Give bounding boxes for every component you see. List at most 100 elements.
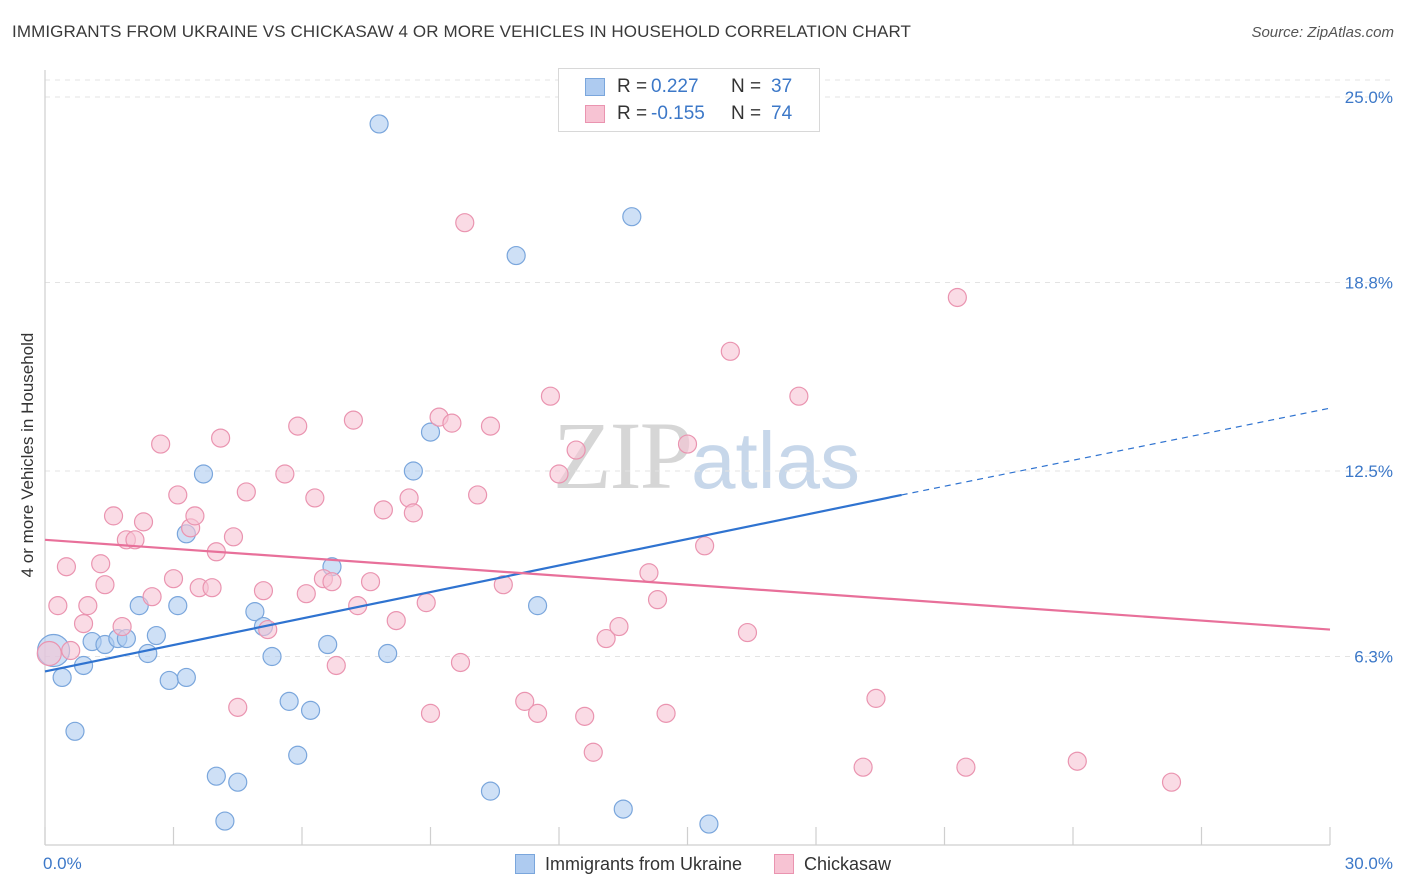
ukraine-point <box>318 634 338 655</box>
chickasaw-point <box>326 655 346 676</box>
chickasaw-point <box>343 410 363 430</box>
chickasaw-point <box>583 742 603 762</box>
chickasaw-point <box>442 413 462 433</box>
chickasaw-point <box>480 416 501 436</box>
chickasaw-point <box>609 616 629 637</box>
chickasaw-point <box>73 613 94 634</box>
chickasaw-point <box>296 584 316 604</box>
chickasaw-point <box>947 287 967 308</box>
chickasaw-point <box>866 688 886 708</box>
ukraine-point <box>206 766 226 786</box>
x-tick-label: 30.0% <box>1345 854 1393 873</box>
chickasaw-point <box>95 575 115 595</box>
ukraine-point <box>403 461 423 481</box>
ukraine-point <box>245 602 265 622</box>
source-credit: Source: ZipAtlas.com <box>1251 24 1394 41</box>
chickasaw-point <box>789 386 809 406</box>
chickasaw-point <box>527 703 548 723</box>
ukraine-point <box>369 114 389 134</box>
legend-r-value: 0.227 <box>651 76 699 97</box>
chickasaw-point <box>202 578 222 598</box>
ukraine-point <box>300 700 321 720</box>
chickasaw-point <box>677 434 698 454</box>
chickasaw-point <box>639 563 659 583</box>
legend-row-ukraine: R = 0.227 N = 37 <box>585 75 792 99</box>
ukraine-point <box>146 625 166 646</box>
series-legend: Immigrants from Ukraine Chickasaw <box>0 852 1406 876</box>
chickasaw-point <box>103 506 124 526</box>
chickasaw-point <box>549 464 569 484</box>
legend-r-label: R = <box>617 76 648 97</box>
chickasaw-point <box>455 213 475 233</box>
chickasaw-point <box>420 703 441 723</box>
watermark-atlas: atlas <box>691 416 860 505</box>
ukraine-point <box>613 799 633 819</box>
ukraine-point <box>527 596 548 616</box>
legend-swatch-ukraine <box>585 78 605 96</box>
chickasaw-point <box>656 703 676 723</box>
ukraine-point <box>65 721 85 741</box>
chickasaw-point <box>386 610 406 631</box>
y-tick-label: 6.3% <box>1354 648 1393 667</box>
chickasaw-point <box>373 500 393 520</box>
ukraine-point <box>176 667 196 688</box>
chickasaw-point <box>493 575 513 595</box>
legend-label-chickasaw: Chickasaw <box>804 853 892 874</box>
chickasaw-point <box>575 706 595 726</box>
ukraine-trend-line <box>44 493 902 673</box>
chickasaw-point <box>142 587 162 607</box>
legend-swatch-chickasaw <box>774 854 794 874</box>
ukraine-point <box>159 670 179 691</box>
chickasaw-point <box>112 616 132 637</box>
ukraine-point <box>699 814 719 834</box>
chickasaw-point <box>56 557 77 577</box>
ukraine-trend-extension <box>901 407 1331 496</box>
legend-n-value: 74 <box>771 103 793 124</box>
ukraine-point <box>228 772 248 792</box>
chickasaw-point <box>168 485 188 505</box>
ukraine-point <box>378 643 398 664</box>
chickasaw-point <box>151 434 171 454</box>
chickasaw-point <box>403 503 423 523</box>
chickasaw-point <box>450 652 471 673</box>
chickasaw-point <box>322 572 342 592</box>
x-tick-label: 0.0% <box>43 854 82 873</box>
chickasaw-point <box>305 488 325 508</box>
chickasaw-point <box>48 596 68 616</box>
chickasaw-point <box>1161 772 1182 792</box>
chickasaw-point <box>133 512 154 532</box>
legend-item-chickasaw[interactable]: Chickasaw <box>774 854 891 875</box>
chickasaw-point <box>91 554 111 574</box>
y-axis-label: 4 or more Vehicles in Household <box>18 332 37 578</box>
ukraine-point <box>52 667 72 688</box>
y-tick-label: 12.5% <box>1345 462 1393 481</box>
chickasaw-point <box>416 593 436 613</box>
ukraine-point <box>193 464 214 484</box>
ukraine-point <box>480 781 501 801</box>
legend-row-chickasaw: R = -0.155 N = 74 <box>585 102 792 126</box>
ukraine-point <box>168 596 188 616</box>
chickasaw-point <box>853 757 873 777</box>
y-tick-label: 25.0% <box>1345 88 1393 107</box>
chickasaw-point <box>468 485 488 505</box>
chickasaw-point <box>695 536 715 556</box>
y-tick-label: 18.8% <box>1345 274 1393 293</box>
chickasaw-point <box>125 530 145 550</box>
ukraine-point <box>262 646 282 667</box>
chickasaw-point <box>737 622 758 643</box>
chickasaw-point <box>720 341 740 361</box>
legend-swatch-chickasaw <box>585 105 605 123</box>
legend-swatch-ukraine <box>514 854 535 874</box>
ukraine-point <box>279 691 299 711</box>
legend-n-label: N = <box>731 76 762 97</box>
chickasaw-point <box>61 640 81 661</box>
stats-legend: R = 0.227 N = 37 R = -0.155 N = 74 <box>558 68 820 132</box>
chickasaw-trend-line <box>44 538 1331 631</box>
chickasaw-point <box>956 757 976 777</box>
chickasaw-point <box>647 590 668 610</box>
chickasaw-point <box>1067 751 1087 771</box>
chickasaw-point <box>36 640 62 667</box>
legend-item-ukraine[interactable]: Immigrants from Ukraine <box>514 854 742 875</box>
legend-r-value: -0.155 <box>651 103 705 124</box>
